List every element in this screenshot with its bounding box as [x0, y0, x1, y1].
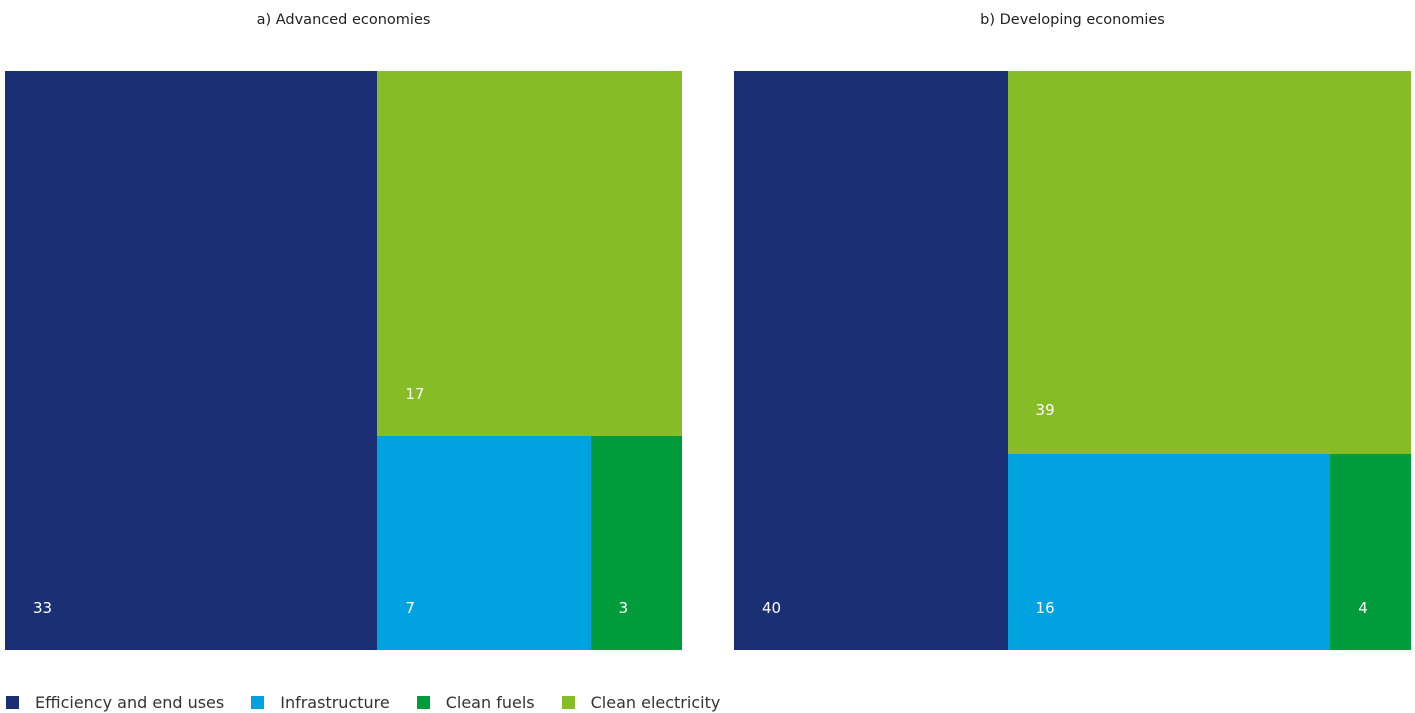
treemap-developing-economies: 40 39 16 4: [734, 71, 1411, 650]
legend-label-efficiency: Efficiency and end uses: [35, 692, 225, 712]
legend-label-clean-fuels: Clean fuels: [445, 692, 535, 712]
legend-label-clean-electricity: Clean electricity: [590, 692, 721, 712]
legend-swatch-efficiency: [6, 695, 19, 709]
treemap-value-label: 39: [1035, 401, 1055, 420]
treemap-tile-clean-electricity: 17: [377, 71, 682, 436]
treemap-tile-infrastructure: 16: [1007, 453, 1331, 650]
treemap-tile-efficiency-and-end-uses: 33: [5, 71, 378, 650]
treemap-value-label: 33: [33, 599, 53, 617]
treemap-value-label: 17: [405, 384, 425, 403]
panel-title-advanced: a) Advanced economies: [256, 12, 431, 28]
treemap-value-label: 7: [405, 598, 415, 617]
legend-swatch-clean-fuels: [416, 695, 430, 709]
treemap-tile-clean-fuels: 3: [590, 435, 682, 650]
legend: Efficiency and end uses Infrastructure C…: [6, 692, 747, 712]
legend-label-infrastructure: Infrastructure: [280, 692, 390, 712]
treemap-tile-clean-fuels: 4: [1330, 453, 1411, 650]
panel-title-developing: b) Developing economies: [980, 12, 1165, 28]
treemap-value-label: 16: [1035, 598, 1055, 617]
treemap-value-label: 3: [618, 598, 629, 617]
treemap-advanced-economies: 33 17 7 3: [5, 71, 682, 650]
treemap-tile-clean-electricity: 39: [1007, 71, 1411, 454]
treemap-tile-infrastructure: 7: [377, 435, 591, 650]
treemap-value-label: 40: [762, 599, 782, 617]
legend-item-efficiency: Efficiency and end uses: [6, 693, 224, 712]
legend-swatch-infrastructure: [251, 695, 265, 709]
legend-item-clean-fuels: Clean fuels: [416, 692, 535, 712]
legend-swatch-clean-electricity: [561, 695, 575, 709]
legend-item-clean-electricity: Clean electricity: [561, 692, 721, 712]
treemap-value-label: 4: [1358, 598, 1368, 617]
treemap-tile-efficiency-and-end-uses: 40: [734, 71, 1008, 650]
legend-item-infrastructure: Infrastructure: [251, 692, 390, 712]
